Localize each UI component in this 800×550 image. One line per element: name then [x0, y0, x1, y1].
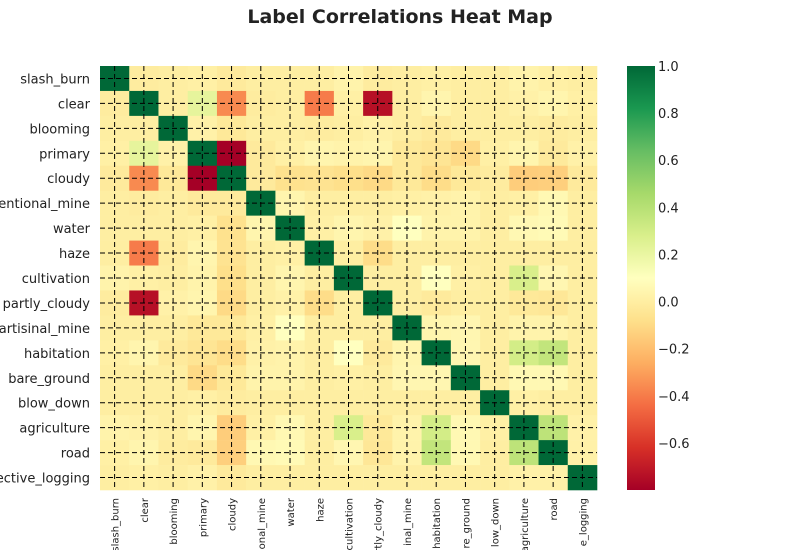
x-tick-label: slash_burn	[111, 498, 122, 550]
colorbar-tick-label: 0.6	[658, 154, 679, 169]
y-tick-label: cloudy	[47, 172, 90, 187]
x-tick-label: road	[549, 498, 560, 521]
y-tick-label: blooming	[29, 122, 90, 137]
x-tick-label: low_down	[491, 498, 502, 547]
colorbar-tick-label: 0.2	[658, 248, 679, 263]
colorbar: 1.0 0.8 0.6 0.4 0.2 0.0 −0.2 −0.4 −0.6	[627, 60, 690, 490]
x-tick-label: water	[286, 497, 297, 526]
x-tick-label: onal_mine	[257, 498, 268, 549]
x-tick-label: cultivation	[345, 498, 356, 550]
colorbar-tick-label: −0.4	[658, 390, 690, 405]
x-tick-label: e_logging	[578, 498, 589, 546]
heatmap-grid	[100, 66, 597, 490]
y-tick-label: ventional_mine	[0, 197, 90, 212]
colorbar-tick-label: −0.2	[658, 343, 690, 358]
x-tick-label: blooming	[169, 498, 180, 545]
x-tick-label: rtly_cloudy	[374, 498, 385, 550]
y-tick-label: ective_logging	[0, 472, 90, 487]
y-tick-label: road	[61, 447, 90, 462]
colorbar-tick-label: −0.6	[658, 437, 690, 452]
colorbar-tick-label: 0.0	[658, 296, 679, 311]
y-tick-label: primary	[39, 147, 90, 162]
y-tick-label: bare_ground	[8, 372, 90, 387]
colorbar-tick-label: 0.4	[658, 201, 679, 216]
y-tick-label: clear	[58, 97, 91, 112]
y-tick-label: artisinal_mine	[0, 322, 90, 337]
y-tick-label: water	[53, 222, 91, 237]
chart-title: Label Correlations Heat Map	[247, 6, 553, 28]
y-tick-label: partly_cloudy	[3, 297, 91, 312]
x-tick-label: habitation	[432, 498, 443, 549]
x-tick-label: clear	[140, 497, 151, 523]
x-tick-labels: slash_burn clear blooming primary cloudy onal…	[111, 497, 590, 550]
x-tick-label: agriculture	[520, 498, 531, 550]
y-tick-label: blow_down	[18, 397, 90, 412]
colorbar-tick-label: 1.0	[658, 60, 679, 75]
x-tick-label: inal_mine	[403, 498, 414, 546]
y-tick-label: cultivation	[22, 272, 90, 287]
x-tick-label: cloudy	[228, 498, 239, 531]
colorbar-bar	[627, 66, 655, 490]
x-tick-label: haze	[315, 498, 326, 522]
x-tick-label: primary	[198, 498, 209, 537]
y-tick-label: habitation	[24, 347, 90, 362]
y-tick-label: agriculture	[19, 422, 90, 437]
y-tick-label: slash_burn	[20, 72, 90, 87]
x-tick-label: re_ground	[461, 498, 472, 548]
y-tick-label: haze	[59, 247, 90, 262]
colorbar-tick-label: 0.8	[658, 107, 679, 122]
